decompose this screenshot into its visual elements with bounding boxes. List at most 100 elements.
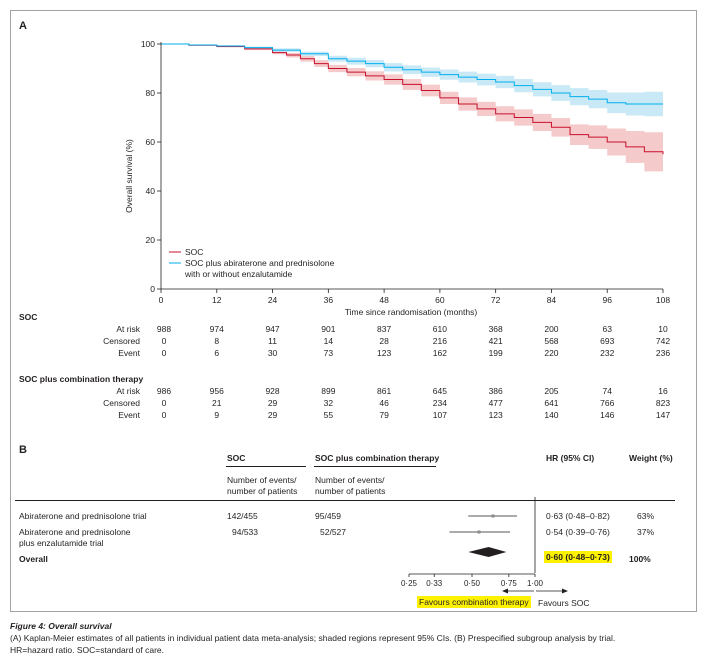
row-weight: 37% (637, 527, 655, 537)
risk-row-label: Event (118, 410, 140, 420)
risk-cell: 10 (658, 324, 668, 334)
legend-combo-label-1: SOC plus abiraterone and prednisolone (185, 258, 335, 268)
risk-row-label: Censored (103, 398, 140, 408)
forest-tick-label: 0·50 (464, 579, 481, 588)
forest-tick-label: 0·25 (401, 579, 418, 588)
risk-cell: 46 (379, 398, 389, 408)
col-header-soc: SOC (227, 453, 246, 463)
forest-tick-label: 0·33 (426, 579, 443, 588)
risk-cell: 32 (323, 398, 334, 408)
caption-title: Figure 4: Overall survival (10, 621, 112, 631)
rule-soc (226, 466, 306, 467)
col-header-combo: SOC plus combination therapy (315, 453, 440, 463)
risk-cell: 107 (432, 410, 447, 420)
sub-soc-2: number of patients (227, 486, 298, 496)
risk-cell: 147 (655, 410, 671, 420)
row-combo: 52/527 (320, 527, 346, 537)
risk-row-label: At risk (116, 386, 140, 396)
risk-cell: 200 (544, 324, 559, 334)
risk-cell: 123 (377, 348, 392, 358)
sub-soc-1: Number of events/ (227, 475, 297, 485)
risk-cell: 73 (323, 348, 334, 358)
x-tick-label: 24 (268, 295, 278, 305)
legend-soc-label: SOC (185, 247, 203, 257)
forest-tick-label: 0·75 (501, 579, 518, 588)
panel-a-label: A (19, 20, 27, 32)
col-header-hr: HR (95% CI) (546, 453, 595, 463)
point-estimate (477, 530, 481, 534)
risk-cell: 63 (602, 324, 612, 334)
row-weight: 63% (637, 511, 655, 521)
risk-cell: 140 (544, 410, 559, 420)
row-soc: 94/533 (232, 527, 258, 537)
risk-cell: 146 (600, 410, 615, 420)
row-label-2: plus enzalutamide trial (19, 538, 104, 548)
risk-cell: 0 (161, 410, 167, 420)
col-header-weight: Weight (%) (629, 453, 673, 463)
risk-cell: 220 (544, 348, 559, 358)
risk-cell: 693 (600, 336, 615, 346)
risk-cell: 30 (267, 348, 278, 358)
forest-tick-label: 1·00 (527, 579, 544, 588)
risk-cell: 823 (655, 398, 671, 408)
y-axis-label: Overall survival (%) (124, 139, 134, 213)
figure-caption: Figure 4: Overall survival (A) Kaplan-Me… (10, 620, 700, 656)
risk-cell: 6 (214, 348, 220, 358)
risk-cell: 14 (323, 336, 334, 346)
row-label: Abiraterone and prednisolone (19, 527, 131, 537)
risk-cell: 0 (161, 336, 167, 346)
y-tick-label: 20 (146, 235, 156, 245)
risk-cell: 837 (377, 324, 392, 334)
figure-frame: A 0 20 40 60 80 100 0 12 24 36 48 60 72 84 96 108 Overa… (10, 10, 697, 612)
y-tick-label: 0 (150, 284, 155, 294)
risk-cell: 0 (161, 348, 167, 358)
x-tick-label: 84 (547, 295, 557, 305)
favours-right: Favours SOC (538, 598, 590, 608)
panel-b-label: B (19, 444, 27, 456)
risk-cell: 205 (544, 386, 559, 396)
risk-cell: 28 (379, 336, 389, 346)
risk-cell: 232 (600, 348, 615, 358)
risk-cell: 21 (212, 398, 222, 408)
risk-cell: 216 (432, 336, 447, 346)
risk-cell: 386 (488, 386, 503, 396)
survival-line-1 (161, 43, 663, 105)
risk-cell: 928 (265, 386, 280, 396)
rule-table (15, 500, 675, 501)
risk-cell: 29 (267, 410, 278, 420)
overall-weight: 100% (629, 554, 651, 564)
favours-left: Favours combination therapy (417, 596, 531, 608)
risk-cell: 766 (600, 398, 615, 408)
risk-cell: 79 (379, 410, 389, 420)
risk-cell: 368 (488, 324, 503, 334)
risk-row-label: Event (118, 348, 140, 358)
risk-cell: 29 (267, 398, 278, 408)
y-tick-label: 40 (146, 186, 156, 196)
point-estimate (491, 514, 495, 518)
legend: SOC SOC plus abiraterone and prednisolon… (169, 247, 335, 279)
risk-group-title: SOC plus combination therapy (19, 374, 144, 384)
legend-combo-label-2: with or without enzalutamide (184, 269, 293, 279)
risk-cell: 236 (655, 348, 671, 358)
x-tick-label: 60 (435, 295, 445, 305)
risk-cell: 16 (658, 386, 668, 396)
risk-cell: 123 (488, 410, 503, 420)
risk-cell: 162 (432, 348, 447, 358)
sub-combo-2: number of patients (315, 486, 386, 496)
rule-combo (314, 466, 436, 467)
risk-cell: 986 (156, 386, 172, 396)
row-soc: 142/455 (227, 511, 258, 521)
risk-cell: 55 (323, 410, 334, 420)
km-plot: 0 20 40 60 80 100 0 12 24 36 48 60 72 84 96 108 Overall… (124, 39, 670, 317)
risk-group-title: SOC (19, 312, 38, 322)
x-tick-label: 72 (491, 295, 501, 305)
risk-cell: 0 (161, 398, 167, 408)
risk-cell: 861 (377, 386, 392, 396)
row-hr: 0·54 (0·39–0·76) (546, 527, 610, 537)
x-tick-label: 96 (602, 295, 612, 305)
sub-combo-1: Number of events/ (315, 475, 385, 485)
risk-cell: 742 (655, 336, 671, 346)
risk-cell: 9 (214, 410, 220, 420)
row-combo: 95/459 (315, 511, 341, 521)
caption-line-1: (A) Kaplan-Meier estimates of all patien… (10, 633, 616, 643)
